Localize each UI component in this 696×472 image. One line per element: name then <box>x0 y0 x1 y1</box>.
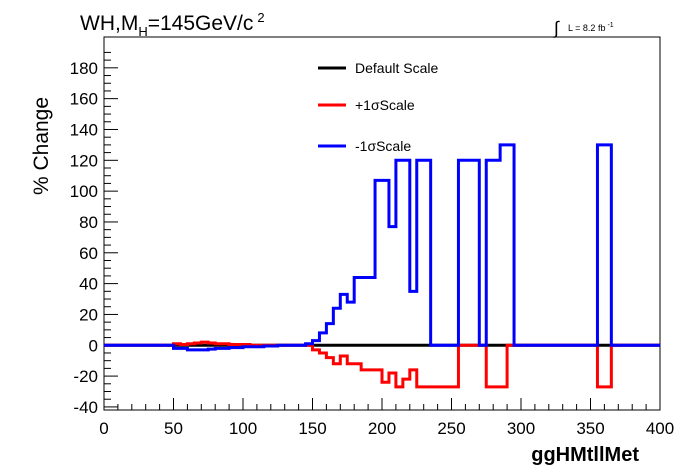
x-tick-label: 50 <box>164 419 183 438</box>
y-tick-label: 120 <box>70 151 98 170</box>
title-sup: 2 <box>257 10 264 25</box>
x-tick-label: 300 <box>507 419 535 438</box>
y-tick-label: -40 <box>73 398 98 417</box>
legend-label-1: +1σScale <box>355 97 415 113</box>
y-tick-label: 160 <box>70 90 98 109</box>
svg-text:L = 8.2 fb-1: L = 8.2 fb -1 <box>568 22 614 33</box>
y-tick-label: -20 <box>73 367 98 386</box>
title-sub: H <box>138 24 147 39</box>
y-tick-label: 0 <box>89 336 98 355</box>
series-line-2 <box>104 143 660 352</box>
y-tick-label: 140 <box>70 120 98 139</box>
x-tick-label: 100 <box>229 419 257 438</box>
x-tick-label: 200 <box>368 419 396 438</box>
x-tick-label: 350 <box>576 419 604 438</box>
legend-label-2: -1σScale <box>355 138 411 154</box>
plot-frame <box>103 36 661 411</box>
chart-title: WH,MH=145GeV/c 2 <box>80 10 265 39</box>
x-tick-label: 150 <box>298 419 326 438</box>
legend: Default Scale +1σScale -1σScale <box>318 60 438 154</box>
y-tick-label: 80 <box>79 213 98 232</box>
legend-label-0: Default Scale <box>355 60 438 76</box>
series-lines <box>104 143 660 389</box>
title-rest: =145GeV/c <box>148 12 254 35</box>
y-tick-label: 100 <box>70 182 98 201</box>
y-axis-label: % Change <box>30 97 53 195</box>
x-axis-label: ggHMtllMet <box>531 444 639 466</box>
x-tick-label: 0 <box>99 419 108 438</box>
integral-symbol: ∫ <box>552 18 560 38</box>
lumi-text: L = 8.2 fb <box>568 23 605 33</box>
lumi-label: ∫ L = 8.2 fb -1 <box>552 18 614 38</box>
title-main: WH,M <box>80 12 138 35</box>
y-tick-label: 180 <box>70 59 98 78</box>
x-tick-label: 250 <box>437 419 465 438</box>
lumi-sup: -1 <box>607 22 613 29</box>
y-tick-label: 40 <box>79 275 98 294</box>
y-tick-label: 20 <box>79 305 98 324</box>
y-tick-label: 60 <box>79 244 98 263</box>
x-axis-ticks: 0 50 100 150 200 250 300 350 400 <box>99 398 674 438</box>
y-axis-ticks: -40 -20 0 20 40 60 80 100 120 140 160 180 <box>70 51 118 417</box>
svg-text:WH,MH=145GeV/c2: WH,MH=145GeV/c 2 <box>80 10 265 39</box>
x-tick-label: 400 <box>646 419 674 438</box>
